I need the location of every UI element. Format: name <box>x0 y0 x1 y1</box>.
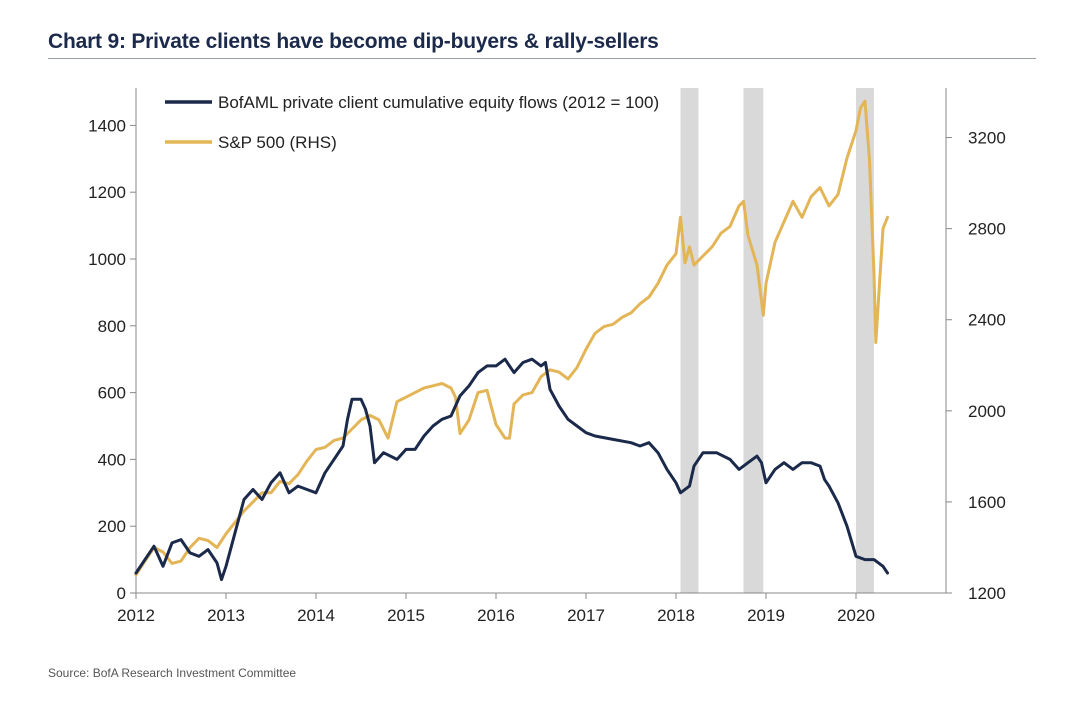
x-tick-label: 2015 <box>387 606 425 625</box>
y-right-tick-label: 1600 <box>968 493 1006 512</box>
y-right-tick-label: 1200 <box>968 584 1006 603</box>
x-tick-label: 2014 <box>297 606 335 625</box>
x-tick-label: 2013 <box>207 606 245 625</box>
y-right-tick-label: 2400 <box>968 311 1006 330</box>
series-line-client-flows <box>134 357 889 582</box>
y-left-tick-label: 200 <box>98 517 126 536</box>
axes <box>130 88 952 599</box>
title-divider <box>48 58 1036 59</box>
y-left-tick-label: 0 <box>117 584 126 603</box>
tick-labels: 2012 2013 2014 2015 2016 2017 2018 2019 2020 0 200… <box>88 116 1006 625</box>
shaded-periods <box>680 88 874 593</box>
x-tick-label: 2020 <box>837 606 875 625</box>
x-tick-label: 2018 <box>657 606 695 625</box>
y-right-tick-label: 3200 <box>968 129 1006 148</box>
series-lines <box>134 99 889 582</box>
y-left-tick-label: 1000 <box>88 250 126 269</box>
source-note: Source: BofA Research Investment Committ… <box>48 666 297 680</box>
y-right-tick-label: 2800 <box>968 220 1006 239</box>
x-tick-label: 2017 <box>567 606 605 625</box>
y-left-tick-label: 600 <box>98 384 126 403</box>
chart-title: Chart 9: Private clients have become dip… <box>48 30 659 53</box>
shaded-period-0 <box>680 88 699 593</box>
shaded-period-2 <box>856 88 874 593</box>
y-left-tick-label: 800 <box>98 317 126 336</box>
y-right-tick-label: 2000 <box>968 402 1006 421</box>
x-tick-label: 2012 <box>117 606 155 625</box>
y-left-tick-label: 400 <box>98 450 126 469</box>
series-line-sp500 <box>134 99 889 577</box>
legend-label-0: BofAML private client cumulative equity … <box>218 93 659 112</box>
x-tick-label: 2019 <box>747 606 785 625</box>
shaded-period-1 <box>743 88 764 593</box>
legend-label-1: S&P 500 (RHS) <box>218 133 337 152</box>
x-tick-label: 2016 <box>477 606 515 625</box>
legend: BofAML private client cumulative equity … <box>165 93 659 152</box>
y-left-tick-label: 1200 <box>88 183 126 202</box>
y-left-tick-label: 1400 <box>88 116 126 135</box>
